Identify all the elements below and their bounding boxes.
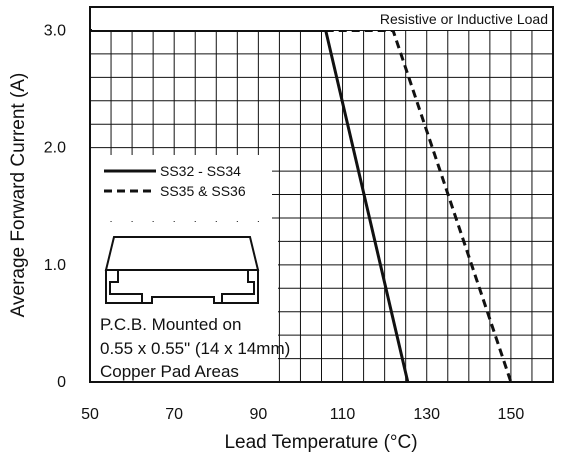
x-tick-label: 110 xyxy=(330,406,356,423)
x-tick-label: 150 xyxy=(498,406,525,423)
y-tick-label: 1.0 xyxy=(44,257,66,274)
legend-bg xyxy=(90,155,272,221)
x-tick-label: 130 xyxy=(413,406,440,423)
pcb-note-line2: 0.55 x 0.55" (14 x 14mm) xyxy=(100,339,290,358)
y-tick-label: 2.0 xyxy=(44,140,66,157)
x-axis-label: Lead Temperature (°C) xyxy=(224,432,417,453)
legend-label-dashed: SS35 & SS36 xyxy=(160,183,246,199)
y-axis-label: Average Forward Current (A) xyxy=(8,73,29,318)
plot-lines xyxy=(90,28,513,383)
plot-frame xyxy=(89,6,554,383)
load-annotation-bg xyxy=(92,6,554,30)
load-annotation: Resistive or Inductive Load xyxy=(380,11,548,27)
series-line-dashed xyxy=(325,28,513,383)
x-tick-label: 70 xyxy=(165,406,183,423)
y-axis-ticks: 0 1.0 2.0 3.0 xyxy=(44,22,66,391)
pcb-note-line1: P.C.B. Mounted on xyxy=(100,315,241,334)
y-tick-label: 0 xyxy=(57,374,66,391)
legend: SS32 - SS34 SS35 & SS36 xyxy=(104,163,246,199)
y-tick-label: 3.0 xyxy=(44,22,66,39)
x-axis-ticks: 50 70 90 110 130 150 xyxy=(81,406,524,423)
legend-label-solid: SS32 - SS34 xyxy=(160,163,241,179)
smc-package-outline-icon xyxy=(104,236,260,304)
x-tick-label: 50 xyxy=(81,406,99,423)
x-tick-label: 90 xyxy=(249,406,267,423)
pcb-note-line3: Copper Pad Areas xyxy=(100,362,239,381)
